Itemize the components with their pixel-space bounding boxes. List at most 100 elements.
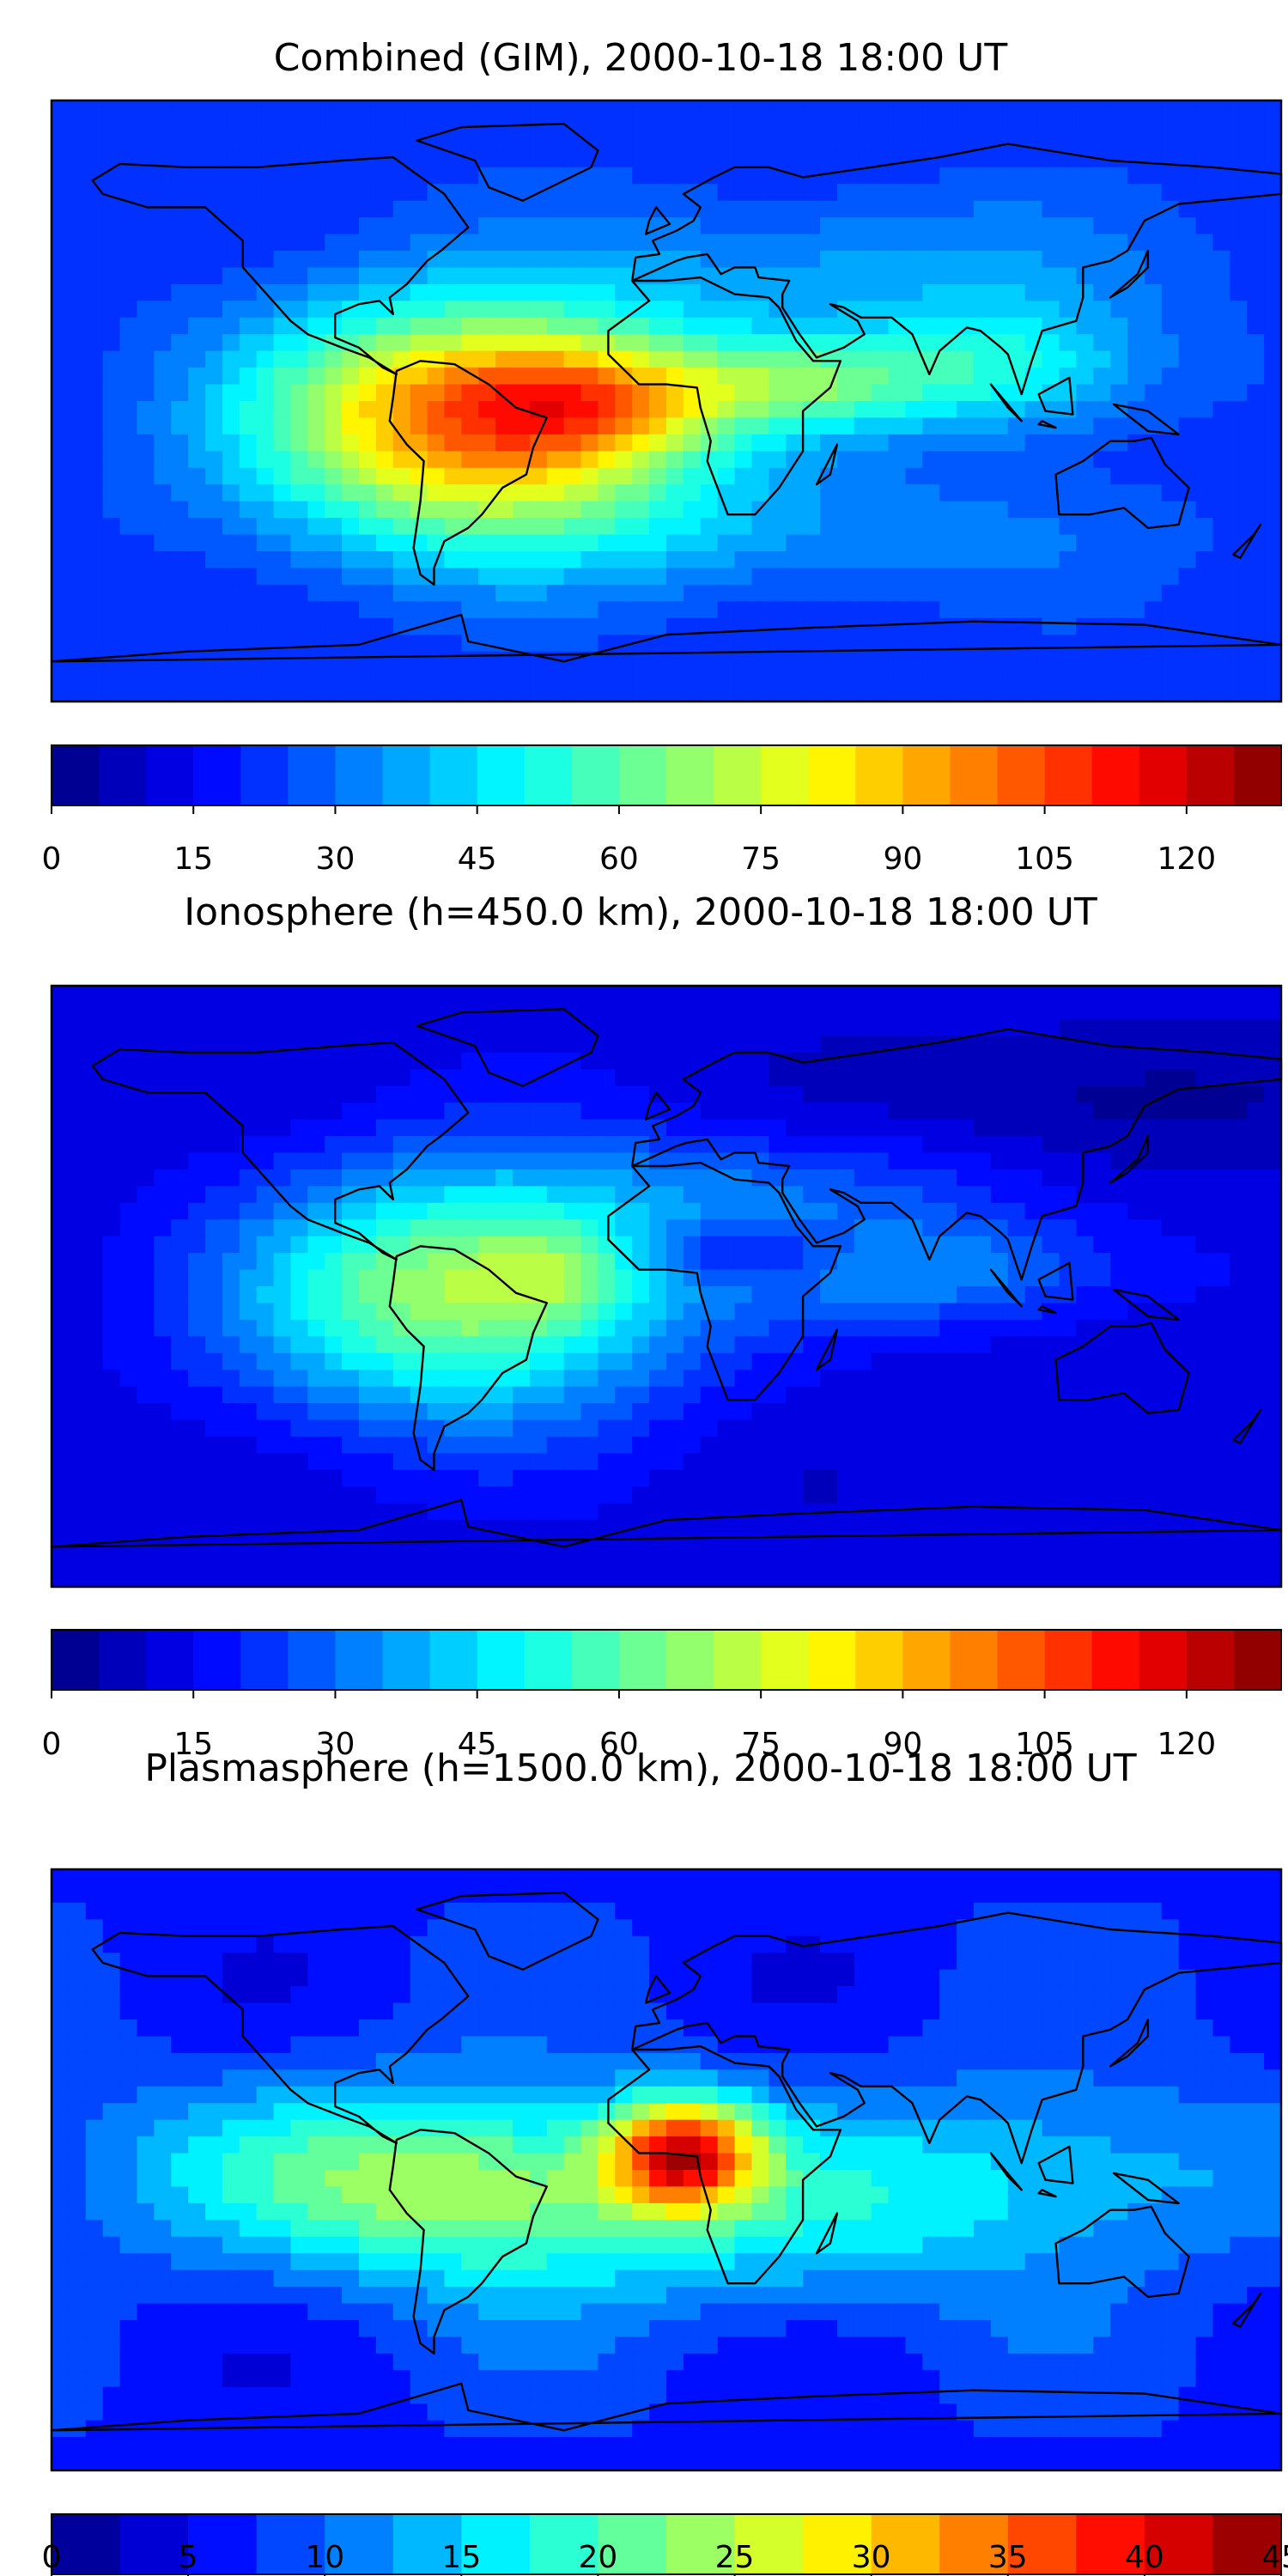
heatmap-cell xyxy=(666,1303,684,1321)
heatmap-cell xyxy=(786,117,804,135)
heatmap-cell xyxy=(1127,184,1145,202)
heatmap-cell xyxy=(529,484,548,502)
heatmap-cell xyxy=(273,584,292,602)
heatmap-cell xyxy=(922,568,940,586)
heatmap-cell xyxy=(1110,1319,1128,1337)
heatmap-cell xyxy=(461,1486,479,1504)
heatmap-cell xyxy=(102,417,121,435)
heatmap-cell xyxy=(222,635,240,653)
heatmap-cell xyxy=(939,267,957,285)
heatmap-cell xyxy=(717,1018,736,1036)
heatmap-cell xyxy=(990,150,1009,168)
heatmap-cell xyxy=(1007,1236,1026,1254)
heatmap-cell xyxy=(1007,1469,1026,1487)
heatmap-cell xyxy=(359,467,377,485)
heatmap-cell xyxy=(1247,1052,1265,1070)
heatmap-cell xyxy=(478,484,496,502)
heatmap-cell xyxy=(1110,551,1128,569)
heatmap-cell xyxy=(1110,1486,1128,1504)
heatmap-cell xyxy=(513,417,531,435)
heatmap-cell xyxy=(820,501,838,519)
heatmap-cell xyxy=(734,334,753,352)
heatmap-cell xyxy=(325,1520,343,1538)
heatmap-cell xyxy=(239,317,258,335)
heatmap-cell xyxy=(1212,568,1230,586)
heatmap-cell xyxy=(1007,401,1026,419)
heatmap-cell xyxy=(990,1152,1009,1170)
heatmap-cell xyxy=(478,133,496,151)
heatmap-cell xyxy=(205,1036,223,1054)
heatmap-cell xyxy=(1144,133,1163,151)
heatmap-cell xyxy=(222,518,240,536)
heatmap-cell xyxy=(1161,1085,1180,1103)
heatmap-cell xyxy=(836,1419,855,1437)
heatmap-cell xyxy=(751,100,769,118)
heatmap-cell xyxy=(769,1352,787,1370)
heatmap-cell xyxy=(1059,484,1077,502)
heatmap-cell xyxy=(188,184,206,202)
heatmap-cell xyxy=(307,368,325,386)
heatmap-cell xyxy=(939,1437,957,1455)
heatmap-cell xyxy=(1093,1453,1111,1471)
heatmap-cell xyxy=(375,568,394,586)
heatmap-cell xyxy=(1059,1453,1077,1471)
heatmap-cell xyxy=(563,401,582,419)
heatmap-cell xyxy=(1195,1319,1214,1337)
heatmap-cell xyxy=(1042,501,1060,519)
heatmap-cell xyxy=(939,668,957,686)
heatmap-cell xyxy=(598,451,616,469)
heatmap-cell xyxy=(68,200,87,218)
heatmap-cell xyxy=(85,1503,104,1521)
heatmap-cell xyxy=(1195,551,1214,569)
heatmap-cell xyxy=(154,283,172,301)
heatmap-cell xyxy=(905,534,923,552)
heatmap-cell xyxy=(1127,133,1145,151)
heatmap-cell xyxy=(563,1253,582,1271)
heatmap-cell xyxy=(119,1052,138,1070)
heatmap-cell xyxy=(700,1119,719,1137)
heatmap-cell xyxy=(546,1453,565,1471)
heatmap-cell xyxy=(239,1319,258,1337)
heatmap-cell xyxy=(1059,100,1077,118)
heatmap-cell xyxy=(52,1018,70,1036)
heatmap-cell xyxy=(52,1152,70,1170)
heatmap-cell xyxy=(632,1469,650,1487)
heatmap-cell xyxy=(410,1403,428,1421)
heatmap-cell xyxy=(632,1103,650,1121)
colorbar-swatch xyxy=(902,745,951,805)
colorbar-swatch xyxy=(99,745,147,805)
heatmap-cell xyxy=(290,1002,308,1020)
heatmap-cell xyxy=(1024,434,1043,452)
heatmap-cell xyxy=(1127,1186,1145,1204)
heatmap-cell xyxy=(307,1169,325,1187)
heatmap-cell xyxy=(52,451,70,469)
heatmap-cell xyxy=(683,1303,702,1321)
heatmap-cell xyxy=(171,501,189,519)
heatmap-cell xyxy=(513,684,531,702)
heatmap-cell xyxy=(905,317,923,335)
heatmap-cell xyxy=(222,551,240,569)
heatmap-cell xyxy=(598,484,616,502)
heatmap-cell xyxy=(854,668,872,686)
heatmap-cell xyxy=(513,1403,531,1421)
heatmap-cell xyxy=(392,368,411,386)
heatmap-cell xyxy=(1093,1136,1111,1154)
heatmap-cell xyxy=(495,617,513,635)
heatmap-cell xyxy=(717,684,736,702)
heatmap-cell xyxy=(734,401,753,419)
heatmap-cell xyxy=(854,1303,872,1321)
heatmap-cell xyxy=(222,668,240,686)
heatmap-cell xyxy=(1195,1136,1214,1154)
heatmap-cell xyxy=(273,534,292,552)
heatmap-cell xyxy=(580,1370,599,1388)
heatmap-cell xyxy=(1024,1069,1043,1087)
heatmap-cell xyxy=(922,1303,940,1321)
heatmap-cell xyxy=(974,1018,992,1036)
heatmap-cell xyxy=(137,184,155,202)
heatmap-cell xyxy=(786,1119,804,1137)
heatmap-cell xyxy=(1161,267,1180,285)
heatmap-cell xyxy=(751,1253,769,1271)
heatmap-cell xyxy=(598,434,616,452)
heatmap-cell xyxy=(171,133,189,151)
heatmap-cell xyxy=(769,417,787,435)
